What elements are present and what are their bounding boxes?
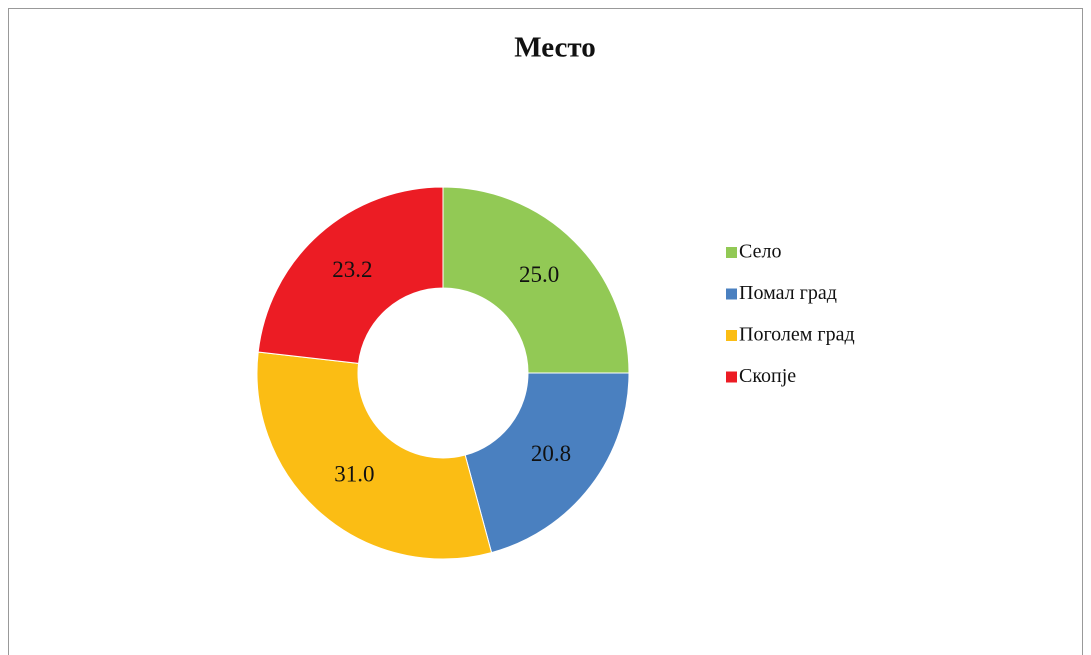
legend-label: Скопје: [739, 365, 796, 387]
donut-slice: [464, 372, 630, 554]
legend-swatch: [726, 371, 737, 383]
legend-label: Село: [739, 241, 781, 263]
donut-slice: [256, 351, 493, 560]
data-label: 31.0: [334, 461, 374, 486]
data-label: 25.0: [519, 262, 559, 287]
data-label: 20.8: [531, 441, 571, 466]
legend-swatch: [726, 247, 737, 258]
legend-label: Поголем град: [739, 324, 855, 346]
donut-slice: [442, 186, 630, 374]
chart-title: Место: [514, 32, 595, 64]
donut-slice: [257, 186, 444, 364]
legend-label: Помал град: [739, 282, 837, 304]
data-label: 23.2: [332, 257, 372, 282]
legend-swatch: [726, 330, 737, 341]
legend-swatch: [726, 288, 737, 300]
